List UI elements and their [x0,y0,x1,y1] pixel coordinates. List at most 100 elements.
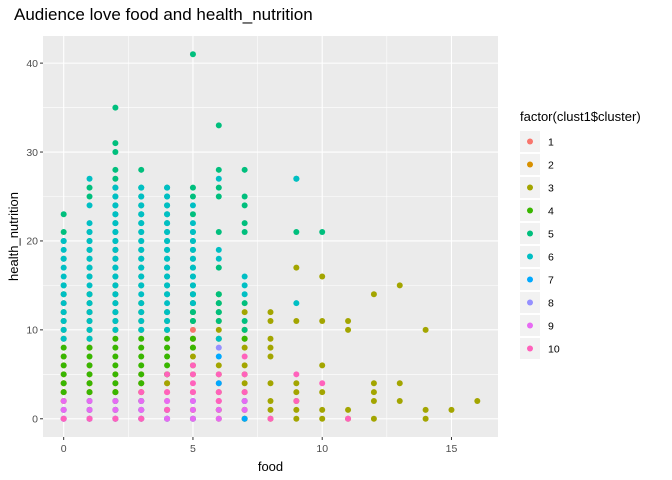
data-point-cluster-3 [370,380,377,387]
data-point-cluster-4 [138,335,145,342]
data-point-cluster-6 [189,291,196,298]
data-point-cluster-6 [86,255,93,262]
data-point-cluster-4 [112,380,119,387]
data-point-cluster-4 [60,353,67,360]
data-point-cluster-5 [241,317,248,324]
data-point-cluster-10 [215,397,222,404]
data-point-cluster-3 [448,406,455,413]
minor-gridlines [43,36,498,437]
data-point-cluster-9 [241,406,248,413]
data-point-cluster-10 [241,389,248,396]
data-point-cluster-4 [60,344,67,351]
data-point-cluster-5 [215,229,222,236]
data-point-cluster-10 [267,415,274,422]
data-point-cluster-6 [86,246,93,253]
data-point-cluster-5 [241,229,248,236]
data-point-cluster-9 [164,415,171,422]
data-point-cluster-5 [189,184,196,191]
data-point-cluster-10 [241,371,248,378]
data-point-cluster-3 [370,397,377,404]
legend-label: 10 [548,344,560,356]
data-point-cluster-5 [215,291,222,298]
data-point-cluster-6 [138,184,145,191]
data-point-cluster-4 [138,362,145,369]
data-point-cluster-10 [164,389,171,396]
data-point-cluster-4 [112,353,119,360]
x-tick-label: 0 [61,443,67,455]
y-tick-label: 20 [26,236,38,248]
data-point-cluster-5 [215,317,222,324]
data-point-cluster-5 [112,149,119,156]
data-point-cluster-9 [164,397,171,404]
legend: 1 2 3 4 5 6 7 8 9 10 [520,131,560,359]
data-point-cluster-6 [164,237,171,244]
data-point-cluster-10 [215,389,222,396]
data-point-cluster-6 [60,317,67,324]
data-point-cluster-3 [370,291,377,298]
data-point-cluster-6 [112,273,119,280]
data-point-cluster-6 [112,246,119,253]
data-point-cluster-6 [138,282,145,289]
x-axis-ticks: 0 5 10 15 [61,437,458,455]
data-point-cluster-9 [112,406,119,413]
data-point-cluster-5 [112,104,119,111]
data-point-cluster-10 [189,389,196,396]
data-point-cluster-9 [60,406,67,413]
data-point-cluster-4 [164,335,171,342]
data-point-cluster-9 [60,397,67,404]
data-point-cluster-10 [189,371,196,378]
data-point-cluster-9 [215,415,222,422]
data-point-cluster-6 [138,246,145,253]
data-point-cluster-6 [138,229,145,236]
data-point-cluster-3 [267,380,274,387]
data-point-cluster-4 [164,353,171,360]
data-point-cluster-5 [215,264,222,271]
data-point-cluster-6 [60,264,67,271]
data-point-cluster-7 [215,380,222,387]
legend-swatch [527,299,533,306]
data-point-cluster-6 [138,300,145,307]
data-point-cluster-6 [86,335,93,342]
data-point-cluster-6 [60,300,67,307]
legend-swatch [527,207,533,214]
data-point-cluster-6 [138,237,145,244]
data-point-cluster-6 [112,264,119,271]
x-axis-title: food [258,459,283,474]
data-point-cluster-5 [215,300,222,307]
data-point-cluster-6 [164,264,171,271]
data-point-cluster-5 [86,193,93,200]
data-point-cluster-6 [293,175,300,182]
legend-label: 3 [548,183,554,195]
data-point-cluster-4 [164,344,171,351]
data-point-cluster-5 [138,166,145,173]
legend-title: factor(clust1$cluster) [520,109,641,124]
data-point-cluster-6 [112,193,119,200]
data-point-cluster-6 [164,184,171,191]
legend-swatch [527,230,533,237]
data-point-cluster-9 [86,406,93,413]
data-point-cluster-9 [138,406,145,413]
data-point-cluster-4 [86,389,93,396]
data-point-cluster-4 [138,371,145,378]
legend-swatch [527,138,533,145]
data-point-cluster-10 [112,415,119,422]
data-point-cluster-6 [189,300,196,307]
data-point-cluster-6 [60,273,67,280]
data-point-cluster-6 [112,300,119,307]
x-tick-label: 15 [446,443,458,455]
data-point-cluster-6 [241,291,248,298]
data-point-cluster-3 [241,362,248,369]
data-point-cluster-3 [293,317,300,324]
data-point-cluster-4 [86,344,93,351]
data-point-cluster-3 [345,406,352,413]
data-point-cluster-5 [241,326,248,333]
data-point-cluster-10 [164,371,171,378]
data-point-cluster-6 [138,202,145,209]
data-point-cluster-1 [189,326,196,333]
data-point-cluster-5 [215,309,222,316]
data-point-cluster-6 [189,282,196,289]
data-point-cluster-6 [112,184,119,191]
data-point-cluster-6 [112,220,119,227]
legend-label: 4 [548,206,554,218]
data-point-cluster-6 [86,326,93,333]
